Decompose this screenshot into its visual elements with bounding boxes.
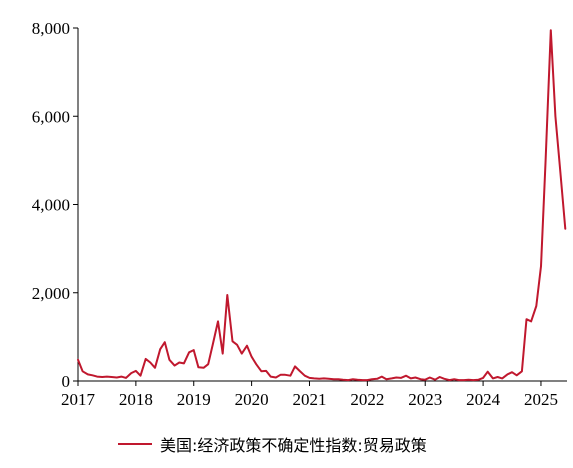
legend-label: 美国:经济政策不确定性指数:贸易政策 [160, 436, 427, 455]
y-tick-label: 0 [62, 372, 71, 391]
x-tick-label: 2020 [235, 390, 269, 409]
ticks: 0 2,000 4,000 6,000 8,000 2017 2018 2019 2020 202… [32, 19, 558, 409]
y-tick-label: 2,000 [32, 284, 70, 303]
x-tick-label: 2023 [408, 390, 442, 409]
x-tick-label: 2018 [119, 390, 153, 409]
x-tick-label: 2021 [292, 390, 326, 409]
x-tick-label: 2022 [350, 390, 384, 409]
series-line-trade-policy-uncertainty [77, 29, 567, 382]
y-tick-label: 8,000 [32, 19, 70, 38]
legend-line-swatch [118, 443, 152, 445]
y-tick-label: 4,000 [32, 196, 70, 215]
y-tick-label: 6,000 [32, 107, 70, 126]
x-tick-label: 2025 [524, 390, 558, 409]
x-tick-label: 2024 [466, 390, 501, 409]
x-tick-label: 2019 [177, 390, 211, 409]
x-tick-label: 2017 [61, 390, 96, 409]
legend: 美国:经济政策不确定性指数:贸易政策 [118, 432, 427, 456]
